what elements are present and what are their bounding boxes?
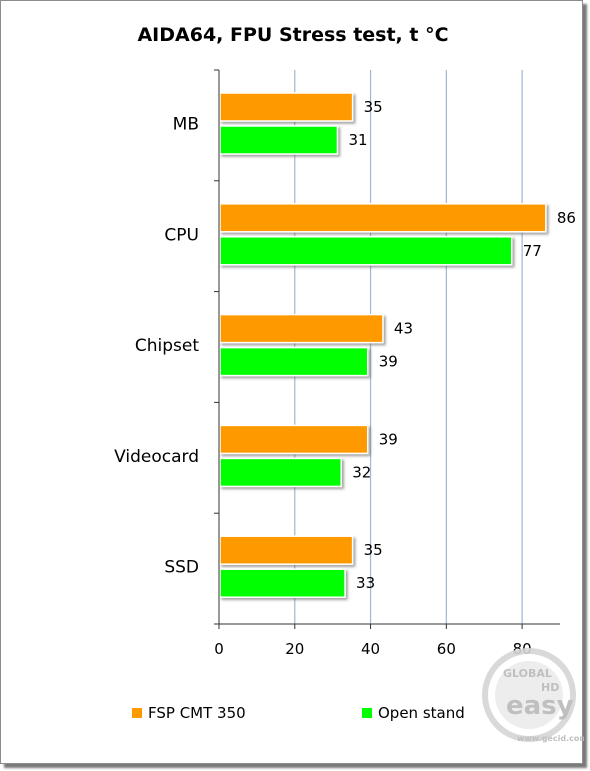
legend-label: FSP CMT 350 <box>148 704 246 722</box>
legend-swatch <box>132 708 142 718</box>
chart-title: AIDA64, FPU Stress test, t °C <box>137 24 448 46</box>
legend: FSP CMT 350 Open stand <box>132 704 465 722</box>
legend-label: Open stand <box>378 704 465 722</box>
value-label: 33 <box>356 574 375 592</box>
bar-open-ssd <box>219 568 346 598</box>
axes <box>214 69 560 629</box>
value-label: 43 <box>394 320 413 338</box>
value-label: 32 <box>352 463 371 481</box>
value-label: 35 <box>364 541 383 559</box>
category-label: SSD <box>164 558 199 578</box>
watermark-text-easy: easy <box>506 691 574 721</box>
bar-open-cpu <box>219 236 513 266</box>
x-tick-label: 40 <box>361 640 380 658</box>
watermark-text-hd: HD <box>541 681 559 694</box>
value-label: 31 <box>348 131 367 149</box>
bar-open-videocard <box>219 457 342 488</box>
bar-fsp-chipset <box>219 313 384 344</box>
x-tick-label: 60 <box>437 640 456 658</box>
bar-fsp-ssd <box>219 535 354 565</box>
value-label: 86 <box>557 209 576 227</box>
labels: 0 20 40 60 80MB3531CPU8677Chipset4339Videoca… <box>114 98 576 658</box>
watermark-text-global: GLOBAL <box>503 667 552 680</box>
category-label: MB <box>173 115 199 135</box>
bar-fsp-mb <box>219 92 354 122</box>
x-tick-label: 0 <box>214 640 224 658</box>
category-label: CPU <box>164 225 199 245</box>
legend-swatch <box>362 708 372 718</box>
bar-open-chipset <box>219 346 369 377</box>
x-tick-label: 20 <box>285 640 304 658</box>
value-label: 39 <box>379 430 398 448</box>
category-label: Videocard <box>114 447 199 467</box>
bars <box>219 92 547 598</box>
chart-area: AIDA64, FPU Stress test, t °C 0 20 40 60 80M… <box>114 24 584 743</box>
bar-fsp-cpu <box>219 203 547 233</box>
category-label: Chipset <box>135 336 199 356</box>
value-label: 39 <box>379 353 398 371</box>
watermark-url: www.gecid.com <box>517 734 584 743</box>
value-label: 35 <box>364 98 383 116</box>
bar-fsp-videocard <box>219 424 369 455</box>
bar-open-mb <box>219 125 339 155</box>
value-label: 77 <box>523 242 542 260</box>
watermark-logo: GLOBAL HD easy www.gecid.com <box>482 648 584 743</box>
